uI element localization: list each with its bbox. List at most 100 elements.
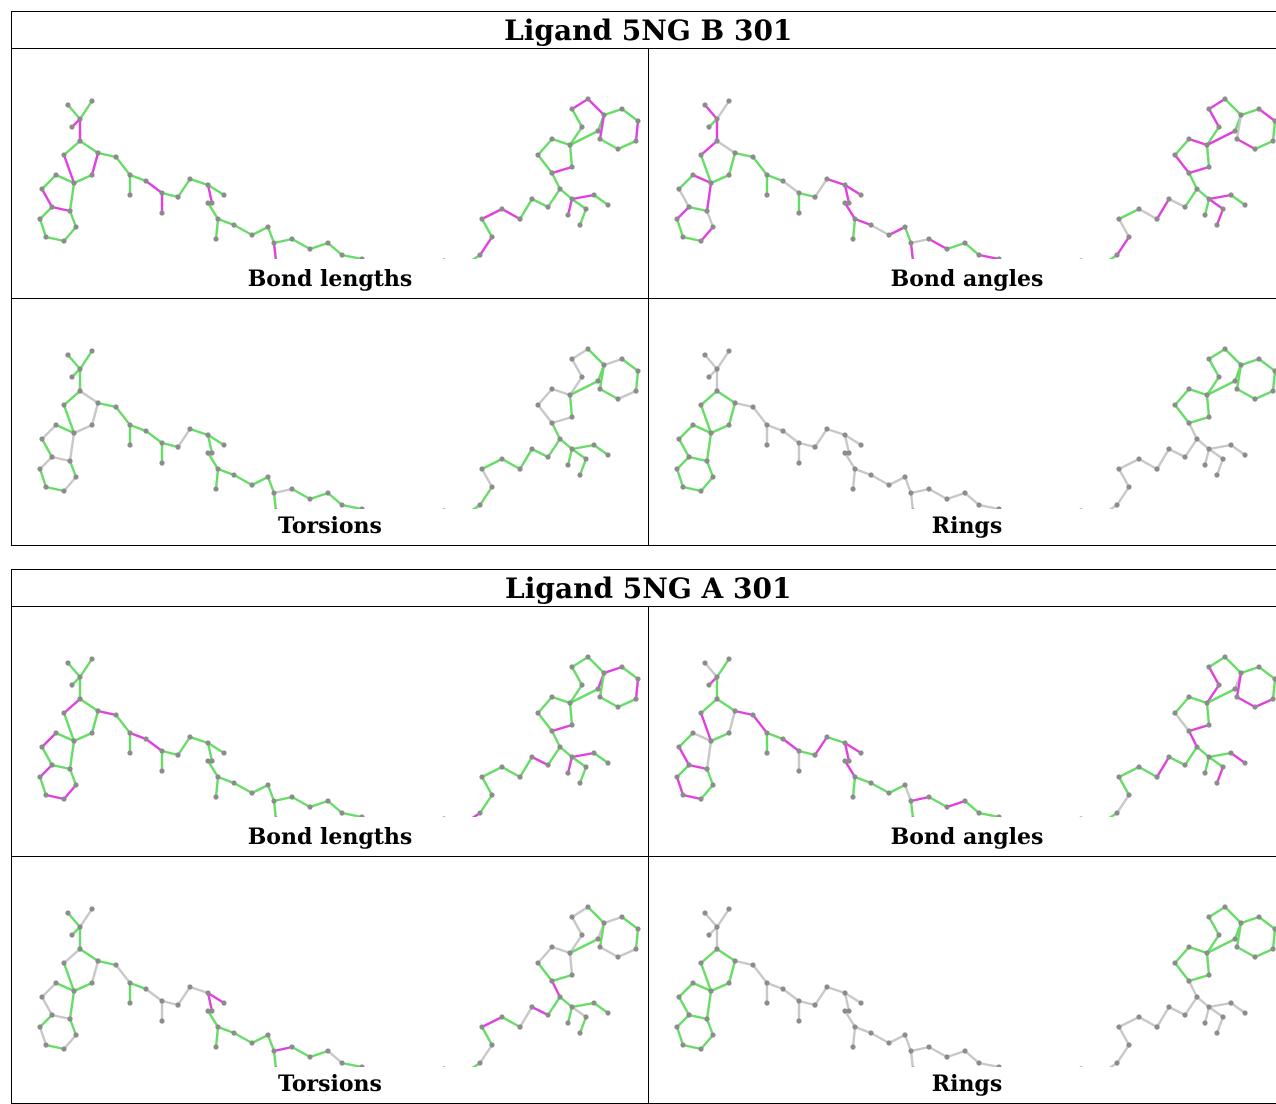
ring-bond — [679, 747, 689, 765]
atom-node — [852, 774, 857, 779]
atom-node — [549, 728, 554, 733]
panel-caption: Rings — [649, 513, 1276, 539]
atom-node — [1206, 164, 1211, 169]
atom-node — [704, 1016, 709, 1021]
ring-bond — [538, 963, 552, 981]
ring-bond — [572, 907, 588, 917]
atom-node — [477, 810, 482, 815]
atom-node — [71, 430, 76, 435]
atom-node — [1126, 792, 1131, 797]
chain-bond — [146, 181, 162, 193]
atom-node — [796, 998, 801, 1003]
chain-bond — [146, 431, 162, 443]
atom-node — [1228, 1000, 1233, 1005]
chain-bond — [98, 711, 116, 715]
atom-node — [597, 386, 602, 391]
atom-node — [67, 1016, 72, 1021]
ring-bond — [689, 1015, 707, 1019]
atom-node — [702, 352, 707, 357]
ring-bond — [600, 947, 618, 957]
atom-node — [1166, 754, 1171, 759]
atom-node — [674, 466, 679, 471]
atom-node — [325, 1048, 330, 1053]
ring-bond — [679, 997, 689, 1015]
atom-node — [1166, 196, 1171, 201]
chain-bond — [520, 757, 532, 777]
atom-node — [902, 474, 907, 479]
atom-node — [1222, 654, 1227, 659]
ring-bond — [622, 917, 638, 929]
atom-node — [1186, 386, 1191, 391]
atom-node — [852, 1024, 857, 1029]
ring-bond — [64, 477, 76, 491]
chain-bond — [482, 219, 492, 237]
chain-bond — [1209, 445, 1231, 449]
chain-bond — [502, 209, 520, 219]
molecule-diagram — [12, 607, 648, 817]
chain-bond — [753, 157, 767, 175]
chain-bond — [532, 757, 548, 765]
atom-node — [996, 506, 1001, 509]
ring-bond — [588, 349, 604, 365]
ring-bond — [46, 795, 64, 799]
atom-node — [591, 750, 596, 755]
atom-node — [1206, 722, 1211, 727]
ring-bond — [701, 1035, 713, 1049]
chain-bond — [1139, 767, 1157, 777]
atom-node — [231, 780, 236, 785]
chain-bond — [292, 1047, 310, 1057]
atom-node — [577, 780, 582, 785]
atom-node — [127, 1000, 132, 1005]
atom-node — [764, 422, 769, 427]
atom-node — [583, 456, 588, 461]
atom-node — [221, 192, 226, 197]
ring-bond — [636, 929, 638, 949]
atom-node — [680, 1042, 685, 1047]
atom-node — [37, 1024, 42, 1029]
ring-bond — [701, 477, 713, 491]
atom-node — [619, 356, 624, 361]
chain-bond — [1157, 449, 1169, 469]
atom-node — [37, 774, 42, 779]
ring-bond — [64, 391, 80, 405]
atom-node — [231, 472, 236, 477]
atom-node — [307, 246, 312, 251]
atom-node — [842, 990, 847, 995]
chain-bond — [911, 239, 929, 243]
atom-node — [698, 488, 703, 493]
ring-bond — [729, 153, 735, 175]
molecule-diagram — [12, 49, 648, 259]
atom-node — [702, 910, 707, 915]
atom-node — [339, 1060, 344, 1065]
table-title: Ligand 5NG B 301 — [12, 12, 1276, 49]
chain-bond — [705, 105, 717, 119]
atom-node — [159, 748, 164, 753]
atom-node — [902, 782, 907, 787]
ring-bond — [1259, 109, 1275, 121]
ring-bond — [572, 359, 582, 377]
atom-node — [499, 1014, 504, 1019]
atom-node — [73, 782, 78, 787]
atom-node — [77, 696, 82, 701]
chain-bond — [1169, 449, 1185, 457]
chain-bond — [1139, 209, 1157, 219]
chain-bond — [1117, 1045, 1129, 1063]
atom-node — [1222, 904, 1227, 909]
chain-bond — [871, 475, 889, 485]
ring-bond — [538, 139, 552, 155]
atom-node — [680, 484, 685, 489]
atom-node — [926, 1044, 931, 1049]
atom-node — [605, 1010, 610, 1015]
atom-node — [1206, 196, 1211, 201]
chain-bond — [190, 737, 208, 743]
atom-node — [962, 798, 967, 803]
chain-bond — [328, 493, 342, 505]
chain-bond — [1189, 731, 1197, 747]
chain-bond — [979, 813, 999, 817]
chain-bond — [705, 663, 717, 677]
ligand-table-a: Ligand 5NG A 301 Bond lengths Bond angle… — [11, 569, 1276, 1104]
atom-node — [1238, 112, 1243, 117]
chain-bond — [462, 813, 480, 817]
atom-node — [1242, 1010, 1247, 1015]
chain-bond — [1157, 199, 1169, 219]
